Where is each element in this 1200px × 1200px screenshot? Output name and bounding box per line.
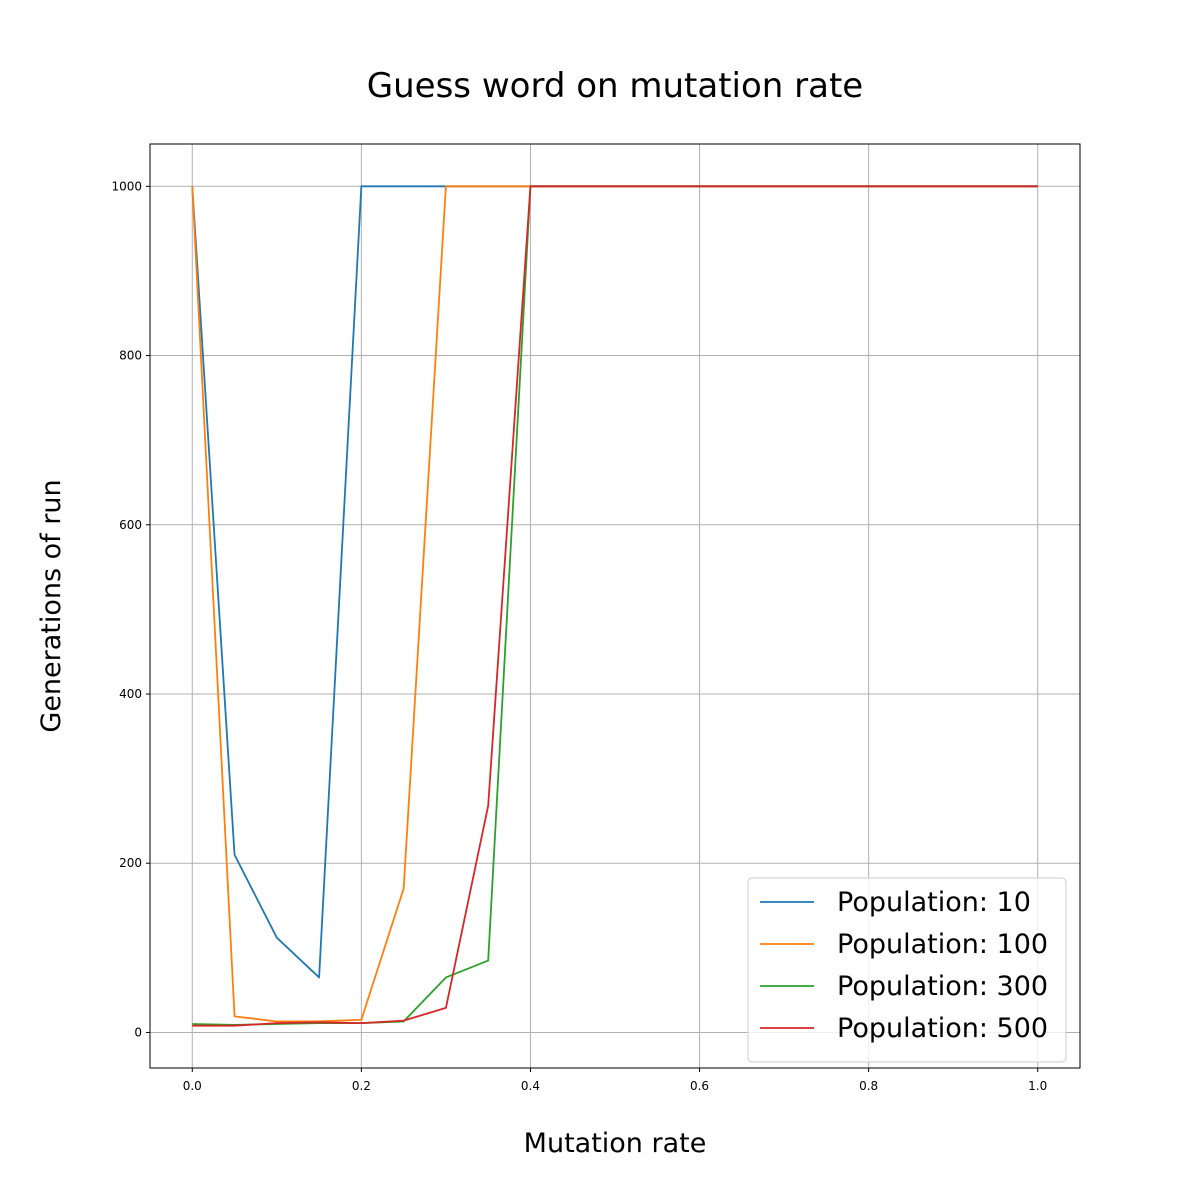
- chart-title: Guess word on mutation rate: [367, 66, 863, 106]
- x-tick-label: 1.0: [1028, 1079, 1047, 1093]
- y-tick-label: 400: [119, 687, 142, 701]
- y-tick-label: 200: [119, 856, 142, 870]
- legend-label: Population: 300: [837, 971, 1048, 1002]
- x-tick-label: 0.2: [352, 1079, 371, 1093]
- series-lines: [191, 185, 1038, 1027]
- x-tick-label: 0.0: [183, 1079, 202, 1093]
- x-axis-label: Mutation rate: [524, 1128, 707, 1159]
- legend-label: Population: 10: [837, 887, 1031, 918]
- y-tick-label: 800: [119, 349, 142, 363]
- axis-ticks: 0.0 0.2 0.4 0.6 0.8 1.0 0 200 400 600 800 1000: [111, 179, 1047, 1093]
- y-axis-label: Generations of run: [36, 479, 67, 732]
- grid: [150, 144, 1080, 1068]
- y-tick-label: 600: [119, 518, 142, 532]
- legend-label: Population: 100: [837, 929, 1048, 960]
- x-tick-label: 0.8: [859, 1079, 878, 1093]
- legend-box: [747, 877, 1067, 1063]
- legend: Population: 10 Population: 100 Population:…: [747, 877, 1067, 1063]
- x-tick-label: 0.4: [521, 1079, 540, 1093]
- legend-label: Population: 500: [837, 1013, 1048, 1044]
- plot-frame: [149, 143, 1081, 1069]
- y-tick-label: 0: [134, 1025, 142, 1039]
- y-tick-label: 1000: [111, 179, 142, 193]
- x-tick-label: 0.6: [690, 1079, 709, 1093]
- series-line-3: [192, 185, 1038, 1027]
